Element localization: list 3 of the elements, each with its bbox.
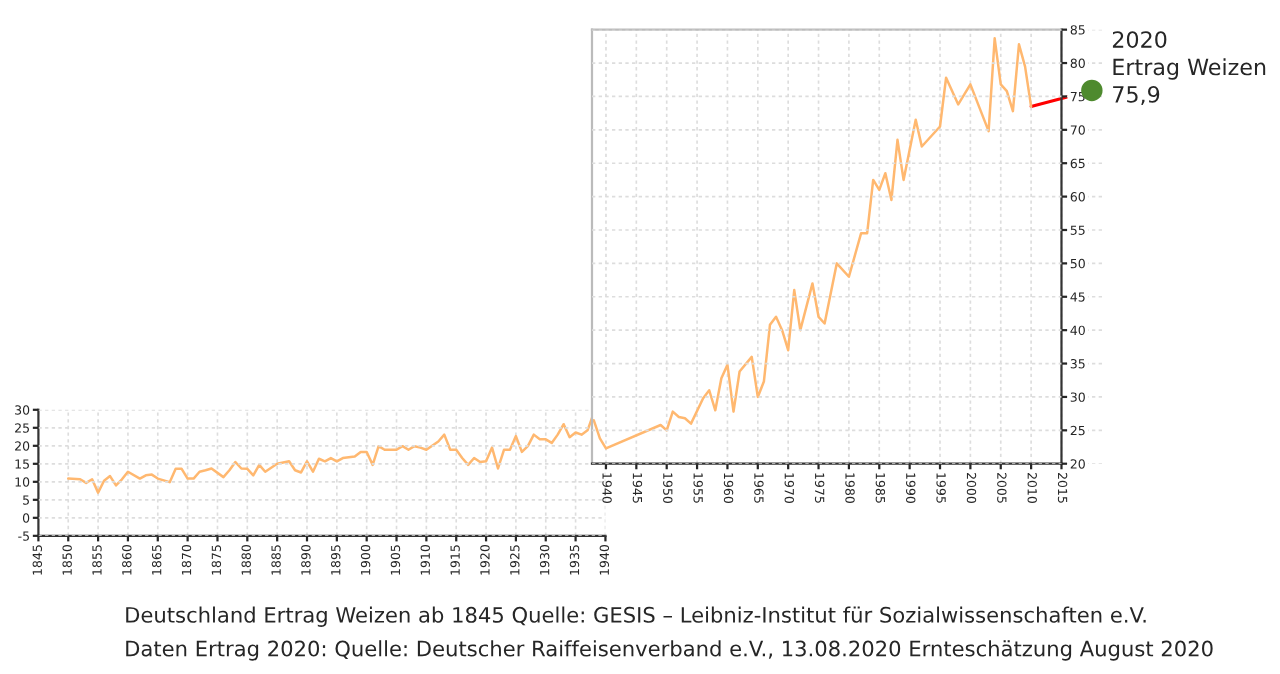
text: Daten Ertrag 2020: Quelle: Deutscher Raiffeisenverband e.V., 13.08.2020 Ernteschätzung August 2020 — [126, 640, 1213, 661]
text: Deutschland Ertrag Weizen ab 1845 Quelle: GESIS – Leibniz-Institut für Sozialwissenschaften e.V. — [126, 606, 1146, 627]
text: 2020 Ertrag Weizen 75,9 — [1112, 31, 1266, 106]
